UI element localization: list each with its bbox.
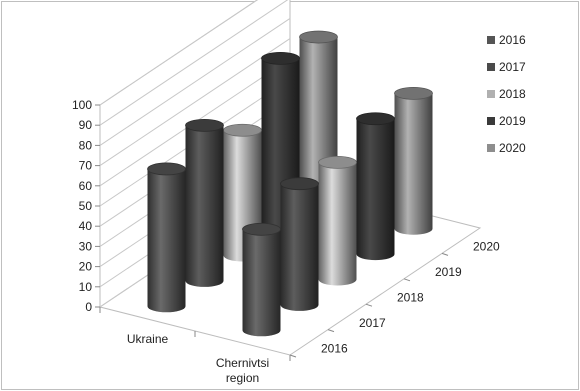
y-tick-label: 80 xyxy=(79,138,93,152)
y-tick-label: 30 xyxy=(79,239,93,253)
bar-top xyxy=(356,112,395,126)
category-label: Chernivtsi region xyxy=(216,356,269,385)
legend-swatch xyxy=(487,144,495,152)
bar-body xyxy=(185,125,224,287)
legend-label: 2019 xyxy=(499,114,526,128)
bar-body xyxy=(318,162,357,286)
legend-swatch xyxy=(487,90,495,98)
z-tick-mark xyxy=(403,278,411,282)
legend-item: 2017 xyxy=(487,60,526,74)
bar-top xyxy=(394,86,433,100)
z-tick-mark xyxy=(289,354,297,358)
bar-top xyxy=(223,123,262,137)
y-tick-label: 20 xyxy=(79,260,93,274)
legend-swatch xyxy=(487,36,495,44)
gridline xyxy=(99,0,258,106)
bar-body xyxy=(356,118,395,261)
y-tick-label: 40 xyxy=(79,219,93,233)
bar-top xyxy=(261,52,300,65)
legend-item: 2020 xyxy=(487,141,526,155)
bar-top xyxy=(299,30,338,44)
bar-body xyxy=(280,183,319,311)
bar-2018-1 xyxy=(318,155,357,286)
bar-2016-1 xyxy=(242,222,281,337)
depth-label: 2017 xyxy=(359,316,386,330)
legend-label: 2016 xyxy=(499,33,526,47)
bar-2019-1 xyxy=(356,112,395,261)
y-tick-label: 90 xyxy=(79,118,93,132)
depth-label: 2020 xyxy=(473,240,500,254)
y-tick-label: 100 xyxy=(72,98,92,112)
bar-body xyxy=(242,229,281,337)
bar-body xyxy=(147,168,186,313)
legend-swatch xyxy=(487,117,495,125)
gridline xyxy=(99,17,291,146)
z-tick-mark xyxy=(441,252,449,256)
bar-top xyxy=(242,222,281,236)
bar-2020-1 xyxy=(394,86,433,235)
legend-label: 2020 xyxy=(499,141,526,155)
z-tick-mark xyxy=(365,303,373,307)
bar-top xyxy=(147,162,186,176)
gridline xyxy=(99,38,291,167)
y-tick-label: 60 xyxy=(79,179,93,193)
bar-top xyxy=(280,177,319,191)
legend-item: 2018 xyxy=(487,87,526,101)
y-tick-label: 50 xyxy=(79,199,93,213)
legend-label: 2018 xyxy=(499,87,526,101)
y-tick-label: 10 xyxy=(79,280,93,294)
bar-2017-0 xyxy=(185,118,224,287)
gridline xyxy=(99,0,289,126)
y-tick-label: 70 xyxy=(79,159,93,173)
depth-label: 2019 xyxy=(435,265,462,279)
z-tick-mark xyxy=(327,329,335,333)
depth-label: 2018 xyxy=(397,291,424,305)
bar-top xyxy=(318,155,357,169)
bar-2017-1 xyxy=(280,177,319,311)
bar-top xyxy=(185,118,224,132)
legend-label: 2017 xyxy=(499,60,526,74)
bar-2016-0 xyxy=(147,162,186,313)
legend-item: 2016 xyxy=(487,33,526,47)
bar-body xyxy=(394,93,433,235)
legend-swatch xyxy=(487,63,495,71)
y-tick-label: 0 xyxy=(85,300,92,314)
category-label: Ukraine xyxy=(127,332,169,346)
legend-item: 2019 xyxy=(487,114,526,128)
depth-label: 2016 xyxy=(321,341,348,355)
